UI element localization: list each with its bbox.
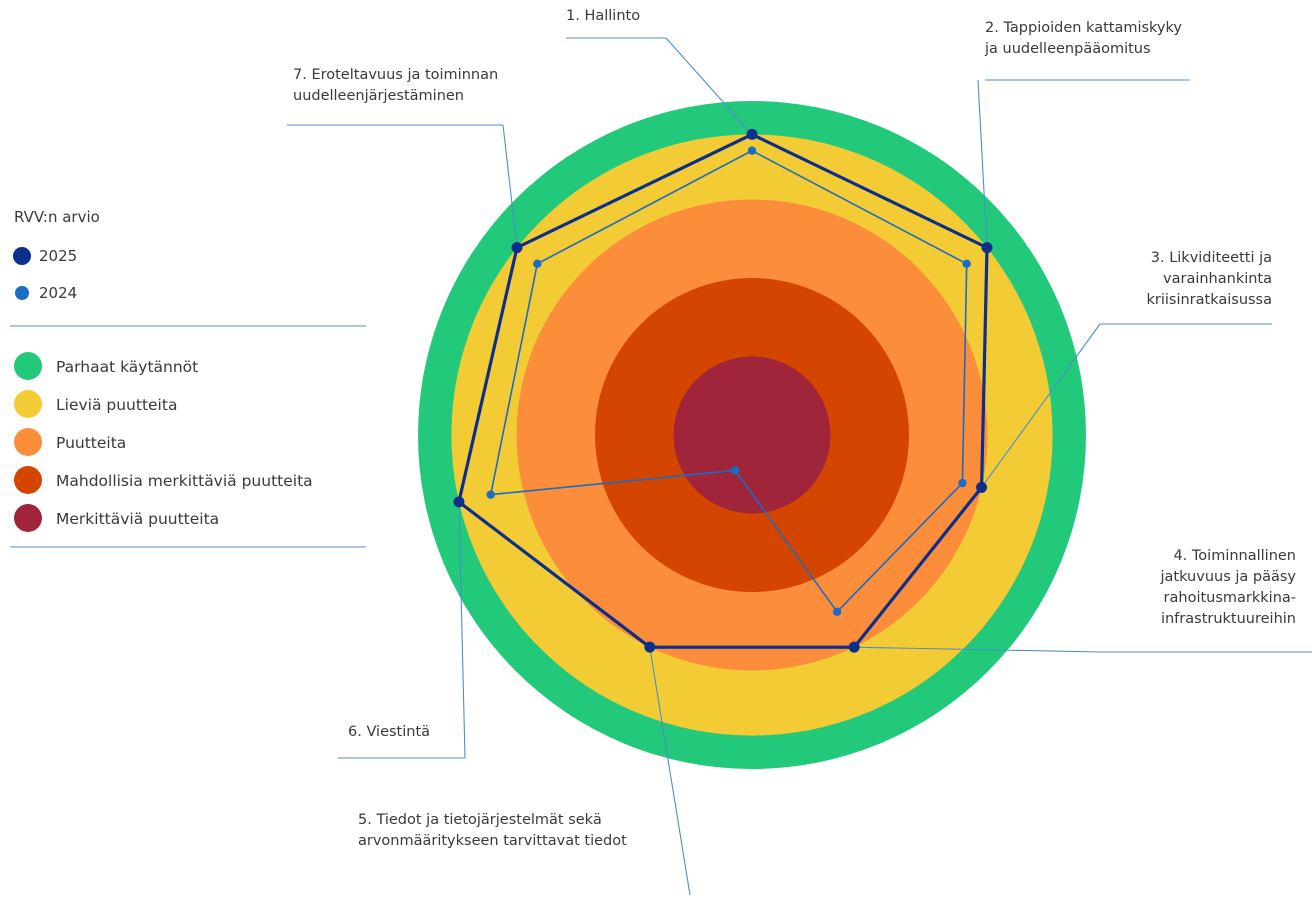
legend-level-swatch-5	[14, 504, 42, 532]
point-2025-axis-3	[976, 481, 988, 493]
point-2025-axis-4	[848, 641, 860, 653]
point-2024-axis-7	[533, 259, 542, 269]
axis-label-6-line-1: 6. Viestintä	[348, 724, 430, 740]
axis-label-3: 3. Likviditeetti ja varainhankinta kriisin…	[1146, 250, 1272, 308]
leader-line-axis-4	[854, 646, 1312, 653]
legend-level-label-5: Merkittäviä puutteita	[56, 510, 219, 528]
legend-level-swatch-1	[14, 352, 42, 380]
leader-line-axis-6	[338, 501, 466, 759]
legend-label-2024: 2024	[39, 284, 77, 302]
level-rings	[418, 101, 1086, 769]
point-2025-axis-1	[746, 128, 758, 140]
axis-label-3-line-1: 3. Likviditeetti ja	[1151, 250, 1272, 266]
point-2025-axis-7	[511, 242, 523, 254]
axis-label-2-line-1: 2. Tappioiden kattamiskyky	[985, 20, 1182, 36]
leader-line-axis-7	[287, 124, 518, 248]
point-2024-axis-5	[730, 466, 740, 475]
series-line-2024	[489, 149, 968, 614]
axis-label-5: 5. Tiedot ja tietojärjestelmät sekä arvon…	[358, 812, 627, 849]
axis-label-7-line-1: 7. Eroteltavuus ja toiminnan	[293, 67, 498, 83]
point-2025-axis-5	[644, 641, 656, 653]
axis-label-5-line-1: 5. Tiedot ja tietojärjestelmät sekä	[358, 812, 602, 828]
legend-level-label-2: Lieviä puutteita	[56, 396, 177, 414]
point-2025-axis-2	[981, 242, 993, 254]
legend-level-label-3: Puutteita	[56, 434, 126, 452]
point-2025-axis-6	[453, 496, 465, 508]
axis-label-1-line-1: 1. Hallinto	[566, 8, 640, 24]
legend-level-label-1: Parhaat käytännöt	[56, 358, 198, 376]
axis-label-7-line-2: uudelleenjärjestäminen	[293, 88, 464, 104]
axis-label-2-line-2: ja uudelleenpääomitus	[984, 41, 1151, 57]
leader-line-axis-1	[566, 37, 753, 135]
leader-line-axis-5	[649, 647, 691, 896]
axis-label-3-line-2: varainhankinta	[1163, 271, 1272, 287]
axis-label-6: 6. Viestintä	[348, 724, 430, 740]
legend-label-2025: 2025	[39, 247, 77, 265]
legend-title: RVV:n arvio	[14, 208, 100, 226]
series-2025	[453, 128, 993, 653]
axis-label-3-line-3: kriisinratkaisussa	[1146, 292, 1272, 308]
legend-level-label-4: Mahdollisia merkittäviä puutteita	[56, 472, 313, 490]
point-2024-axis-4	[832, 607, 842, 616]
legend-level-swatch-4	[14, 466, 42, 494]
point-2024-axis-6	[486, 490, 495, 499]
ring-merkittavia	[673, 356, 831, 514]
axis-label-4: 4. Toiminnallinen jatkuvuus ja pääsy rahoi…	[1160, 548, 1297, 627]
legend-level-swatch-3	[14, 428, 42, 456]
axis-label-4-line-1: 4. Toiminnallinen	[1173, 548, 1296, 564]
legend-marker-2025	[13, 247, 31, 265]
series-layer	[453, 128, 993, 653]
legend-marker-2024	[15, 286, 29, 300]
axis-label-4-line-4: infrastruktuureihin	[1161, 611, 1296, 627]
axis-label-4-line-2: jatkuvuus ja pääsy	[1160, 569, 1297, 585]
point-2024-axis-3	[958, 478, 967, 488]
axis-labels: 1. Hallinto 2. Tappioiden kattamiskyky ja …	[293, 8, 1296, 849]
leader-line-axis-3	[981, 323, 1272, 488]
legend-level-swatch-2	[14, 390, 42, 418]
point-2024-axis-2	[962, 259, 971, 269]
axis-label-7: 7. Eroteltavuus ja toiminnan uudelleenjär…	[293, 67, 498, 104]
point-2024-axis-1	[747, 146, 757, 155]
legend: RVV:n arvio 2025 2024 Parhaat käytännöt Liev…	[10, 208, 366, 548]
axis-label-1: 1. Hallinto	[566, 8, 640, 24]
axis-label-4-line-3: rahoitusmarkkina-	[1164, 590, 1296, 606]
series-2024	[486, 146, 971, 616]
axis-label-5-line-2: arvonmääritykseen tarvittavat tiedot	[358, 833, 627, 849]
leader-line-axis-2	[977, 79, 1190, 248]
series-line-2025	[457, 132, 989, 649]
axis-label-2: 2. Tappioiden kattamiskyky ja uudelleenpä…	[984, 20, 1182, 57]
axis-leader-lines	[287, 37, 1312, 896]
